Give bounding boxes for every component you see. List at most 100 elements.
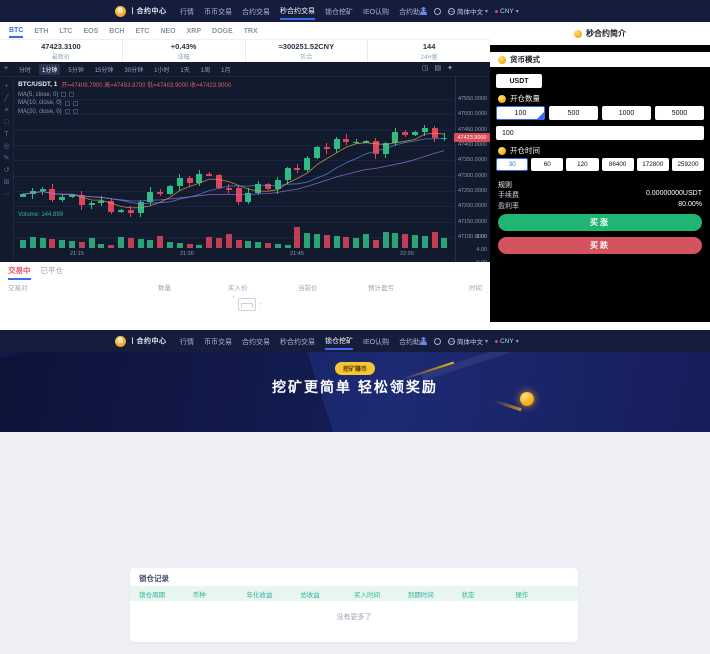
- coin-tab-xrp[interactable]: XRP: [186, 27, 202, 35]
- qty-input[interactable]: 100: [496, 126, 704, 140]
- volume-bar: [127, 238, 134, 248]
- order-panel: 秒合约简介 货币模式 USDT 开仓数量 100 500 1000 5000 1…: [490, 22, 710, 322]
- settings-icon[interactable]: ✦: [447, 65, 453, 72]
- currency-selector[interactable]: CNY ▾: [495, 338, 519, 345]
- tab-closed-orders[interactable]: 已平仓: [40, 266, 64, 275]
- coin-tab-trx[interactable]: TRX: [243, 27, 258, 35]
- coin-tab-eth[interactable]: ETH: [34, 27, 49, 35]
- time-option-86400[interactable]: 86400: [601, 158, 634, 171]
- coin-tab-neo[interactable]: NEO: [160, 27, 176, 35]
- nav-item-markets[interactable]: 行情: [180, 338, 194, 346]
- gridline: [14, 99, 455, 100]
- time-option-30[interactable]: 30: [496, 158, 529, 171]
- time-option-259200[interactable]: 259200: [671, 158, 705, 171]
- tf-time[interactable]: 分时: [19, 67, 32, 74]
- qty-option-1000[interactable]: 1000: [602, 106, 651, 120]
- nav-item-contract[interactable]: 合约交易: [242, 338, 270, 346]
- gridline: [14, 144, 455, 146]
- volume-bar: [59, 240, 66, 248]
- col-total-yield: 总收益: [300, 591, 320, 599]
- nav-menu: 行情 币币交易 合约交易 秒合约交易 锁仓挖矿 IEO认购 合约助手: [180, 0, 427, 22]
- tf-15m[interactable]: 15分钟: [94, 67, 114, 74]
- eye-icon[interactable]: [64, 109, 70, 114]
- empty-state-icon: [238, 298, 256, 311]
- nav-item-markets[interactable]: 行情: [180, 8, 194, 16]
- nav-item-spot[interactable]: 币币交易: [204, 338, 232, 346]
- ma-settings-icon[interactable]: [72, 109, 78, 114]
- nav-item-ieo[interactable]: IEO认购: [363, 8, 390, 16]
- nav-item-ieo[interactable]: IEO认购: [363, 338, 390, 346]
- ma-settings-icon[interactable]: [72, 100, 78, 106]
- user-icon[interactable]: [420, 337, 427, 345]
- logo[interactable]: B 丨合约中心: [115, 0, 167, 22]
- ma-settings-icon[interactable]: [69, 92, 75, 97]
- mining-badge: 挖矿赚币: [334, 362, 376, 375]
- crosshair-icon[interactable]: +: [4, 65, 9, 72]
- fib-tool-icon[interactable]: ≡: [4, 107, 9, 114]
- nav-item-seconds-contract[interactable]: 秒合约交易: [280, 338, 315, 346]
- tf-1m[interactable]: 1分钟: [39, 63, 61, 75]
- tf-1mo[interactable]: 1月: [221, 67, 231, 74]
- currency-select-button[interactable]: USDT: [496, 74, 542, 88]
- cursor-tool-icon[interactable]: +: [4, 83, 9, 90]
- service-icon[interactable]: [434, 337, 441, 345]
- nav-item-seconds-contract[interactable]: 秒合约交易: [280, 3, 315, 20]
- price-axis[interactable]: 47550.0000 47500.0000 47450.0000 47400.0000…: [455, 77, 490, 262]
- shape-tool-icon[interactable]: □: [4, 119, 9, 126]
- coin-tab-doge[interactable]: DOGE: [212, 27, 233, 35]
- annotate-tool-icon[interactable]: ✎: [3, 155, 10, 162]
- tf-1d[interactable]: 1天: [180, 67, 190, 74]
- eye-icon[interactable]: [61, 92, 67, 97]
- mining-content: USDT锁仓赚币 存币数量200.00000000 USDT 账户可用资产 0.…: [0, 432, 710, 654]
- volume-value: 144: [422, 41, 436, 51]
- gridline: [14, 160, 455, 162]
- trendline-tool-icon[interactable]: ╱: [4, 95, 9, 102]
- currency-selector[interactable]: CNY ▾: [495, 8, 519, 15]
- coin-tab-eos[interactable]: EOS: [83, 27, 99, 35]
- staking-records-panel: 锁仓记录 锁仓周期 币种 年化收益 总收益 买入时间 到期时间 状态 操作 没有…: [130, 568, 578, 642]
- volume-bar: [333, 236, 340, 248]
- tab-open-orders[interactable]: 交易中: [8, 265, 31, 280]
- nav-item-mining[interactable]: 锁仓挖矿: [325, 8, 353, 16]
- language-selector[interactable]: 简体中文 ▾: [448, 336, 488, 346]
- qty-option-100[interactable]: 100: [496, 106, 545, 120]
- more-tools-icon[interactable]: ⋯: [3, 191, 10, 198]
- service-icon[interactable]: [434, 7, 441, 15]
- time-option-172800[interactable]: 172800: [636, 158, 669, 171]
- grid-tool-icon[interactable]: ⊞: [3, 179, 10, 186]
- logo[interactable]: B 丨合约中心: [115, 330, 167, 352]
- pattern-tool-icon[interactable]: ◎: [3, 143, 10, 150]
- nav-item-spot[interactable]: 币币交易: [204, 8, 232, 16]
- coin-tab-etc[interactable]: ETC: [135, 27, 150, 35]
- volume-bar: [382, 232, 389, 248]
- time-option-120[interactable]: 120: [566, 158, 599, 171]
- language-selector[interactable]: 简体中文 ▾: [448, 6, 488, 16]
- last-price-value: 47423.3100: [41, 41, 81, 51]
- coin-tab-bch[interactable]: BCH: [109, 27, 125, 35]
- nav-item-assistant[interactable]: 合约助手: [399, 8, 428, 16]
- qty-option-500[interactable]: 500: [549, 106, 598, 120]
- undo-icon[interactable]: ↺: [3, 167, 10, 174]
- eye-icon[interactable]: [64, 100, 70, 106]
- qty-option-5000[interactable]: 5000: [655, 106, 704, 120]
- user-icon[interactable]: [420, 7, 427, 15]
- nav-item-mining[interactable]: 锁仓挖矿: [325, 333, 353, 350]
- mode-label: 货币模式: [510, 55, 540, 64]
- candlestick-chart[interactable]: + 分时 1分钟 5分钟 15分钟 30分钟 1小时 1天 1周 1月 ◳ ▤ …: [0, 62, 490, 262]
- buy-up-button[interactable]: 买涨: [498, 214, 702, 231]
- tf-5m[interactable]: 5分钟: [68, 67, 84, 74]
- rules-link[interactable]: 规则: [498, 182, 512, 189]
- tf-30m[interactable]: 30分钟: [124, 67, 144, 74]
- time-option-60[interactable]: 60: [531, 158, 564, 171]
- tf-1w[interactable]: 1周: [200, 67, 211, 74]
- indicator-icon[interactable]: ▤: [434, 65, 442, 72]
- coin-tab-ltc[interactable]: LTC: [59, 27, 73, 35]
- buy-down-button[interactable]: 买跌: [498, 237, 702, 254]
- text-tool-icon[interactable]: T: [4, 131, 9, 138]
- tf-1h[interactable]: 1小时: [154, 67, 170, 74]
- nav-item-contract[interactable]: 合约交易: [242, 8, 270, 16]
- nav-item-assistant[interactable]: 合约助手: [399, 338, 428, 346]
- fullscreen-icon[interactable]: ◳: [421, 65, 429, 72]
- time-label: 开仓时间: [510, 146, 540, 155]
- coin-tab-btc[interactable]: BTC: [9, 24, 24, 38]
